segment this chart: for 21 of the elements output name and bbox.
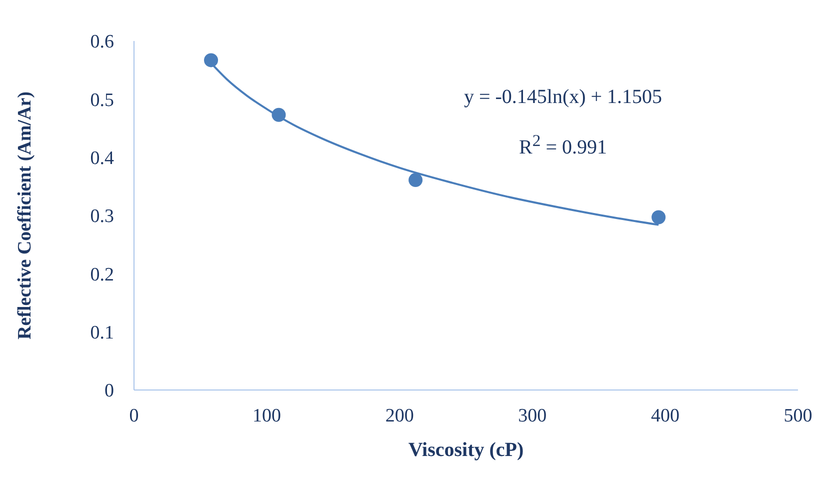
y-axis-title: Reflective Coefficient (Am/Ar) [14,92,36,340]
x-tick-label: 0 [129,405,139,426]
y-tick-label: 0.1 [90,322,114,344]
point [272,108,286,122]
y-tick-label: 0.6 [90,32,114,53]
x-tick-label: 300 [518,405,547,426]
x-tick-label: 200 [385,405,414,426]
y-tick-label: 0.3 [90,206,114,228]
y-tick-label: 0.4 [90,148,114,170]
x-tick-label: 100 [252,405,282,426]
y-tick-label: 0 [104,380,114,402]
point [652,210,666,224]
x-axis-title: Viscosity (cP) [408,439,524,461]
x-tick-label: 400 [650,405,680,426]
y-tick-label: 0.5 [90,90,114,111]
point [204,53,218,68]
y-tick-label: 0.2 [90,264,114,286]
annotation: R$^{2}$ = 0.991 [519,131,607,160]
point [408,173,423,188]
x-tick-label: 500 [784,405,812,426]
annotation: y = -0.145ln(x) + 1.1505 [464,86,662,109]
